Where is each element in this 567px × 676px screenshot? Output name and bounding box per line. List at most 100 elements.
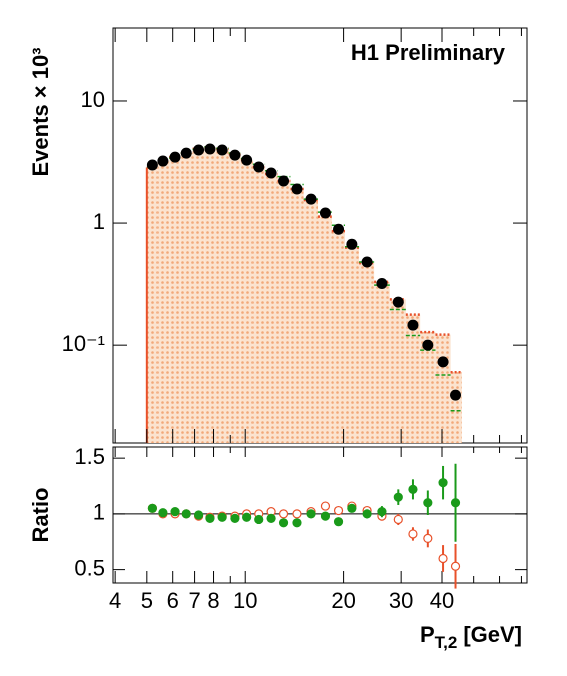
data-point xyxy=(229,149,241,161)
mc-bar xyxy=(331,231,346,443)
data-point xyxy=(361,256,373,268)
ratio-point xyxy=(292,518,302,528)
data-point xyxy=(157,155,169,167)
ratio-point xyxy=(423,533,433,544)
data-point xyxy=(437,356,449,368)
data-point xyxy=(392,296,404,308)
y-tick-label: 10⁻¹ xyxy=(62,331,105,356)
ratio-point xyxy=(393,492,403,502)
x-tick-label: 40 xyxy=(430,588,454,613)
data-point xyxy=(278,175,290,187)
y-tick-label: 10 xyxy=(81,87,105,112)
ratio-point xyxy=(450,561,461,571)
ratio-point xyxy=(217,512,227,522)
data-point xyxy=(253,161,265,173)
mc-bar xyxy=(303,200,319,443)
ratio-point xyxy=(333,505,344,516)
data-point xyxy=(180,147,192,159)
x-tick-label: 10 xyxy=(233,588,257,613)
data-point xyxy=(319,207,331,219)
ratio-point xyxy=(278,518,289,528)
ratio-point xyxy=(438,478,448,488)
lower-frame xyxy=(112,446,528,584)
ratio-point xyxy=(266,513,276,523)
ratio-tick-label: 0.5 xyxy=(74,555,105,580)
mc-bar xyxy=(252,166,266,444)
ratio-point xyxy=(254,514,264,525)
x-tick-label: 20 xyxy=(331,588,355,613)
data-point xyxy=(204,143,216,155)
data-point xyxy=(146,159,158,171)
x-axis-title: PT,2 [GeV] xyxy=(420,622,522,653)
mc-bar xyxy=(405,314,421,443)
ratio-point xyxy=(292,509,302,519)
x-tick-label: 5 xyxy=(141,588,153,613)
x-tick-label: 30 xyxy=(389,588,413,613)
ratio-point xyxy=(450,498,461,508)
ratio-point xyxy=(306,509,316,519)
data-point xyxy=(305,193,317,205)
data-point xyxy=(450,389,462,401)
ratio-point xyxy=(362,509,372,519)
mc-bar xyxy=(157,161,170,444)
mc-bar xyxy=(389,299,406,443)
data-point xyxy=(346,238,358,250)
data-point xyxy=(241,154,253,166)
data-point xyxy=(216,144,228,156)
mc-bar xyxy=(228,154,241,443)
ratio-point xyxy=(408,484,418,494)
mc-bar xyxy=(318,216,332,443)
ratio-point xyxy=(408,529,418,539)
mc-bar xyxy=(169,157,181,443)
mc-bar xyxy=(420,332,436,443)
x-tick-label: 8 xyxy=(207,588,219,613)
annotation: H1 Preliminary xyxy=(351,40,506,65)
mc-bar xyxy=(216,148,229,444)
ratio-axis-title: Ratio xyxy=(28,488,53,543)
data-point xyxy=(376,277,388,289)
ratio-point xyxy=(320,501,331,511)
ratio-point xyxy=(205,513,215,523)
ratio-point xyxy=(181,509,191,519)
ratio-point xyxy=(193,510,204,520)
ratio-point xyxy=(377,507,387,517)
x-tick-label: 4 xyxy=(109,588,121,613)
mc-bar xyxy=(265,174,278,444)
mc-bar xyxy=(192,148,205,444)
data-point xyxy=(193,144,205,156)
ratio-tick-label: 1.5 xyxy=(74,444,105,469)
mc-bar xyxy=(359,263,375,443)
mc-bar xyxy=(450,372,462,443)
data-point xyxy=(291,183,303,195)
data-point xyxy=(265,167,277,179)
ratio-point xyxy=(147,503,157,513)
ratio-point xyxy=(393,514,403,525)
data-point xyxy=(407,319,419,331)
ratio-point xyxy=(278,509,289,519)
mc-bar xyxy=(277,181,291,444)
x-tick-label: 6 xyxy=(167,588,179,613)
ratio-point xyxy=(158,508,168,518)
ratio-point xyxy=(347,503,357,513)
mc-bar xyxy=(374,281,390,443)
ratio-tick-label: 1 xyxy=(93,500,105,525)
mc-bar xyxy=(345,247,360,443)
data-point xyxy=(333,223,345,235)
mc-bar xyxy=(435,334,451,443)
data-point xyxy=(169,151,181,163)
mc-bar xyxy=(180,153,193,444)
ratio-point xyxy=(170,507,180,517)
ratio-point xyxy=(230,513,240,523)
y-tick-label: 1 xyxy=(93,209,105,234)
mc-bar xyxy=(146,167,158,444)
ratio-point xyxy=(242,512,252,522)
ratio-point xyxy=(333,517,344,527)
mc-bar xyxy=(240,160,253,444)
ratio-point xyxy=(320,511,331,521)
data-point xyxy=(422,339,434,351)
mc-bar xyxy=(204,147,217,444)
ratio-point xyxy=(423,498,433,508)
mc-bar xyxy=(290,189,304,443)
x-tick-label: 7 xyxy=(188,588,200,613)
